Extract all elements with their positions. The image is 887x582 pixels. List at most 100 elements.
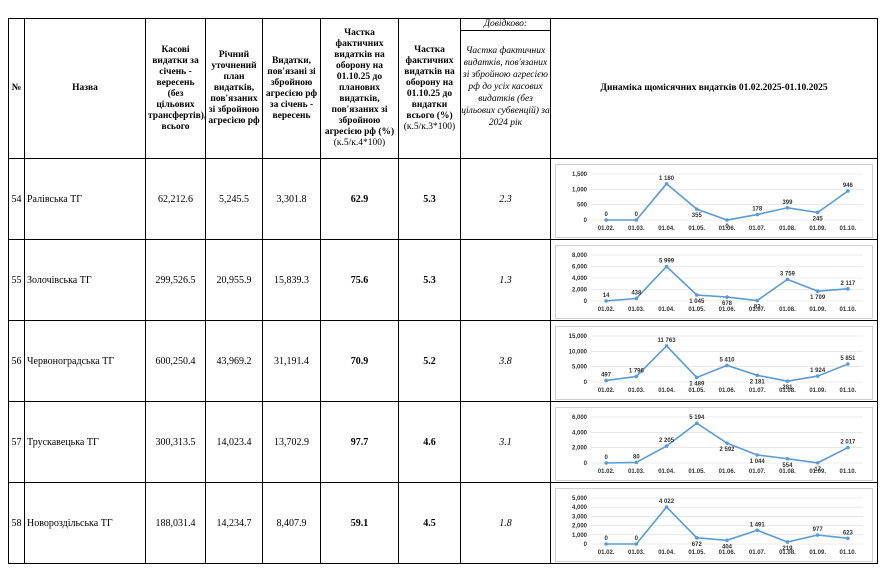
header-cell: Частка фактичних видатків на оборону на … bbox=[398, 18, 461, 159]
table-cell: Трускавецька ТГ bbox=[24, 401, 146, 483]
data-label: 0 bbox=[604, 212, 608, 218]
table-cell: 188,031.4 bbox=[145, 482, 206, 564]
y-tick-label: 0 bbox=[584, 461, 588, 467]
data-label: 1 180 bbox=[659, 175, 675, 181]
table-cell: 31,191.4 bbox=[262, 320, 321, 402]
x-tick-label: 01.06. bbox=[719, 388, 736, 394]
x-tick-label: 01.08. bbox=[779, 469, 796, 475]
table-cell: 54 bbox=[8, 158, 25, 240]
table-cell: 5,245.5 bbox=[205, 158, 263, 240]
x-tick-label: 01.04. bbox=[658, 550, 675, 556]
chart-cell: 0 2,000 4,000 6,000 8,000 01.02. 01.03. 01.04. 0… bbox=[550, 239, 878, 321]
line-chart: 0 2,000 4,000 6,000 8,000 01.02. 01.03. 01.04. 0… bbox=[555, 244, 873, 319]
data-label: 399 bbox=[782, 199, 793, 205]
x-tick-label: 01.04. bbox=[658, 388, 675, 394]
x-tick-label: 01.02. bbox=[598, 307, 615, 313]
header-row: № Назва Касові видатки за січень - верес… bbox=[8, 18, 878, 159]
x-tick-label: 01.09. bbox=[809, 469, 826, 475]
data-point bbox=[725, 363, 729, 367]
y-tick-label: 0 bbox=[584, 542, 588, 548]
y-tick-label: 15,000 bbox=[569, 334, 588, 340]
table-cell: 55 bbox=[8, 239, 25, 321]
x-tick-label: 01.05. bbox=[688, 469, 705, 475]
y-tick-label: 2,000 bbox=[572, 445, 588, 451]
x-tick-label: 01.06. bbox=[719, 469, 736, 475]
x-tick-label: 01.07. bbox=[749, 550, 766, 556]
header-text: Частка фактичних видатків на оборону на … bbox=[404, 44, 455, 121]
table-cell: 5.3 bbox=[398, 239, 461, 321]
data-point bbox=[785, 205, 790, 210]
y-tick-label: 10,000 bbox=[569, 349, 588, 355]
table-cell: 5.2 bbox=[398, 320, 461, 402]
data-point bbox=[815, 460, 820, 465]
header-text: Частка фактичних видатків на оборону на … bbox=[324, 28, 395, 137]
data-point bbox=[634, 374, 639, 378]
header-formula: (к.5/к.4*100) bbox=[333, 138, 386, 148]
x-tick-label: 01.06. bbox=[719, 550, 736, 556]
y-tick-label: 6,000 bbox=[572, 415, 588, 421]
x-tick-label: 01.10. bbox=[840, 469, 857, 475]
data-point bbox=[785, 456, 790, 461]
data-label: 623 bbox=[843, 530, 854, 536]
data-point bbox=[604, 217, 608, 222]
data-label: 1 796 bbox=[629, 368, 645, 374]
data-label: 178 bbox=[752, 206, 763, 212]
data-label: 2 205 bbox=[659, 438, 675, 444]
x-tick-label: 01.02. bbox=[598, 226, 615, 232]
x-tick-label: 01.10. bbox=[840, 307, 857, 313]
chart-cell: 0 5,000 10,000 15,000 01.02. 01.03. 01.04. 01.0… bbox=[550, 320, 878, 402]
header-cell: Довідково: Частка фактичних видатків, пов… bbox=[460, 18, 551, 159]
data-point bbox=[815, 373, 820, 378]
line-chart: 0 5,000 10,000 15,000 01.02. 01.03. 01.04. 01.0… bbox=[555, 325, 873, 400]
data-point bbox=[634, 541, 639, 546]
x-tick-label: 01.09. bbox=[809, 226, 826, 232]
table-cell: 8,407.9 bbox=[262, 482, 321, 564]
table-cell: 300,313.5 bbox=[145, 401, 206, 483]
table-cell: 3,301.8 bbox=[262, 158, 321, 240]
y-tick-label: 1,000 bbox=[572, 187, 588, 193]
data-label: 1 491 bbox=[750, 522, 766, 528]
y-tick-label: 4,000 bbox=[572, 276, 588, 282]
data-label: 5 410 bbox=[719, 357, 735, 363]
table-cell: 14,234.7 bbox=[205, 482, 263, 564]
y-tick-label: 6,000 bbox=[572, 264, 588, 270]
data-point bbox=[846, 188, 850, 193]
data-point bbox=[694, 420, 699, 425]
x-tick-label: 01.07. bbox=[749, 388, 766, 394]
data-label: 5 194 bbox=[689, 415, 705, 421]
x-tick-label: 01.02. bbox=[598, 550, 615, 556]
data-label: 404 bbox=[722, 544, 733, 550]
data-point bbox=[725, 537, 729, 542]
chart-cell: 0 1,000 2,000 3,000 4,000 5,000 01.02. 01.03. 01… bbox=[550, 482, 878, 564]
data-point bbox=[694, 535, 699, 540]
data-label: 2 592 bbox=[719, 447, 735, 453]
table-cell: 4.5 bbox=[398, 482, 461, 564]
table-cell: 59.1 bbox=[320, 482, 399, 564]
x-tick-label: 01.05. bbox=[688, 307, 705, 313]
table-cell: 1.8 bbox=[460, 482, 551, 564]
data-point bbox=[634, 296, 639, 300]
data-label: 1 709 bbox=[810, 295, 826, 301]
table-row: 58 Новороздільська ТГ 188,031.4 14,234.7 8,4… bbox=[8, 482, 878, 564]
chart-cell: 0 500 1,000 1,500 01.02. 01.03. 01.04. 01.05. 01… bbox=[550, 158, 878, 240]
data-label: 3 759 bbox=[780, 271, 796, 277]
data-label: 497 bbox=[601, 372, 612, 378]
data-point bbox=[755, 212, 760, 216]
line-chart: 0 2,000 4,000 6,000 01.02. 01.03. 01.04. 01.05.… bbox=[555, 406, 873, 481]
data-point bbox=[815, 532, 820, 537]
x-tick-label: 01.09. bbox=[809, 307, 826, 313]
x-tick-label: 01.05. bbox=[688, 388, 705, 394]
chart-frame bbox=[555, 487, 873, 562]
data-label: 281 bbox=[782, 385, 793, 391]
y-tick-label: 1,500 bbox=[572, 172, 588, 178]
table-cell: Червоноградська ТГ bbox=[24, 320, 146, 402]
x-tick-label: 01.04. bbox=[658, 226, 675, 232]
data-label: 0 bbox=[604, 455, 608, 461]
table-row: 55 Золочівська ТГ 299,526.5 20,955.9 15,839.… bbox=[8, 239, 878, 321]
data-point bbox=[664, 443, 669, 448]
table-cell: 600,250.4 bbox=[145, 320, 206, 402]
header-cell: Частка фактичних видатків на оборону на … bbox=[320, 18, 399, 159]
data-label: 438 bbox=[631, 290, 642, 296]
